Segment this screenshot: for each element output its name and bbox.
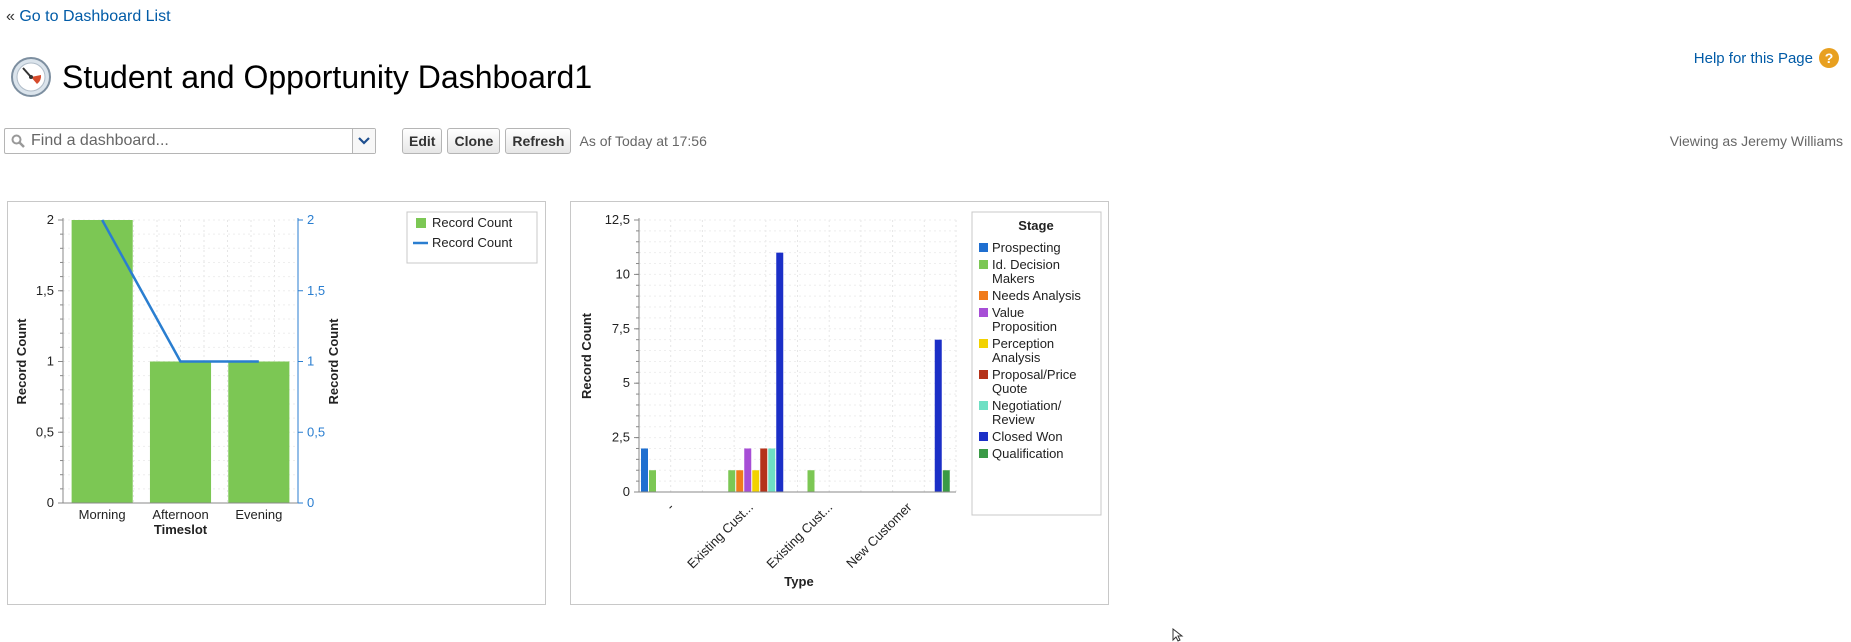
x-tick-label: Morning xyxy=(79,507,126,522)
bar-prospecting xyxy=(641,448,648,492)
legend-label: Value Proposition xyxy=(992,305,1057,334)
legend-swatch xyxy=(979,308,988,317)
bar-id-decision-makers xyxy=(649,470,656,492)
y-tick-label: 7,5 xyxy=(612,321,630,336)
page-title: Student and Opportunity Dashboard1 xyxy=(62,58,593,95)
search-dropdown-button[interactable] xyxy=(352,129,375,153)
legend-box xyxy=(971,211,1102,516)
bar-qualification xyxy=(942,470,950,492)
x-tick-label: Evening xyxy=(235,507,282,522)
legend-swatch xyxy=(979,291,988,300)
bar-needs-analysis xyxy=(736,470,744,492)
type-stage-chart: - Existing Cust... Existing Cust... New Cus… xyxy=(579,211,1102,589)
refresh-button[interactable]: Refresh xyxy=(505,128,572,154)
legend-swatch-bar xyxy=(416,218,426,228)
timeslot-chart-panel[interactable]: Morning Afternoon Evening 0 0 0,5 0,5 1 1 1,5 1,5 2… xyxy=(7,201,546,605)
legend-swatch xyxy=(979,432,988,441)
x-tick-label: Existing Cust... xyxy=(763,500,835,572)
legend-label: Id. Decision Makers xyxy=(992,257,1060,286)
y2-tick-label: 1 xyxy=(307,354,314,369)
legend-swatch xyxy=(979,260,988,269)
bar-id-decision-makers xyxy=(728,470,736,492)
bar-negotiation-review xyxy=(768,448,776,492)
search-input[interactable] xyxy=(31,132,352,150)
legend-swatch xyxy=(979,449,988,458)
as-of-timestamp: As of Today at 17:56 xyxy=(579,133,707,149)
bar-closed-won xyxy=(776,252,784,492)
y2-axis-title: Record Count xyxy=(326,318,341,405)
type-stage-chart-panel[interactable]: - Existing Cust... Existing Cust... New Cus… xyxy=(570,201,1109,605)
legend-label: Prospecting xyxy=(992,240,1061,255)
back-prefix: « xyxy=(6,8,15,25)
back-nav: « Go to Dashboard List xyxy=(6,8,171,26)
legend-label: Record Count xyxy=(432,215,513,230)
legend-label: Proposal/Price Quote xyxy=(992,367,1077,396)
edit-button[interactable]: Edit xyxy=(402,128,443,154)
legend-swatch xyxy=(979,339,988,348)
legend-swatch xyxy=(979,401,988,410)
bar-value-proposition xyxy=(744,448,752,492)
chevron-down-icon xyxy=(358,137,370,145)
legend-label: Qualification xyxy=(992,446,1064,461)
legend-title: Stage xyxy=(1018,218,1053,233)
mouse-cursor-icon xyxy=(1172,628,1184,642)
y2-tick-label: 0 xyxy=(307,495,314,510)
bar-afternoon xyxy=(149,361,212,503)
y-tick-label: 1,5 xyxy=(36,283,54,298)
chart-legend: Record Count Record Count xyxy=(406,211,538,264)
x-tick-label: - xyxy=(663,500,677,514)
y2-tick-label: 0,5 xyxy=(307,424,325,439)
go-to-dashboard-list-link[interactable]: Go to Dashboard List xyxy=(19,8,171,25)
y2-tick-label: 2 xyxy=(307,212,314,227)
legend-label: Needs Analysis xyxy=(992,288,1081,303)
legend-label: Record Count xyxy=(432,235,513,250)
bar-morning xyxy=(71,220,133,503)
chart-legend: Stage Prospecting Id. Decision Makers Needs … xyxy=(971,211,1102,516)
y-tick-label: 0,5 xyxy=(36,424,54,439)
dashboard-icon xyxy=(11,57,51,97)
y-tick-label: 0 xyxy=(623,484,630,499)
x-axis-title: Type xyxy=(784,574,813,589)
title-row: Student and Opportunity Dashboard1 xyxy=(10,56,592,98)
y2-tick-label: 1,5 xyxy=(307,283,325,298)
legend-label: Closed Won xyxy=(992,429,1063,444)
legend-swatch xyxy=(979,243,988,252)
help-icon[interactable]: ? xyxy=(1819,48,1839,68)
viewing-as-label: Viewing as Jeremy Williams xyxy=(1669,133,1843,149)
timeslot-chart: Morning Afternoon Evening 0 0 0,5 0,5 1 1 1,5 1,5 2… xyxy=(14,211,538,537)
y-axis-title: Record Count xyxy=(14,318,29,405)
legend-label: Negotiation/Review xyxy=(992,398,1062,427)
y-tick-label: 1 xyxy=(47,354,54,369)
legend-label: Perception Analysis xyxy=(992,336,1054,365)
record-count-line xyxy=(101,219,259,363)
x-tick-label: Existing Cust... xyxy=(684,500,756,572)
y-axis-title: Record Count xyxy=(579,312,594,399)
x-axis-title: Timeslot xyxy=(154,522,208,537)
toolbar: Edit Clone Refresh As of Today at 17:56 xyxy=(4,128,707,154)
y-tick-label: 2,5 xyxy=(612,430,630,445)
legend-box xyxy=(406,211,538,264)
dashboard-search xyxy=(4,128,376,154)
search-icon xyxy=(5,134,31,148)
bar-closed-won xyxy=(934,339,942,492)
help-section: Help for this Page ? xyxy=(1694,48,1839,68)
bar-id-decision-makers xyxy=(807,470,815,492)
bar-proposal-price-quote xyxy=(760,448,768,492)
y-tick-label: 5 xyxy=(623,375,630,390)
y-tick-label: 10 xyxy=(616,266,630,281)
x-tick-label: Afternoon xyxy=(152,507,208,522)
y-tick-label: 12,5 xyxy=(605,212,630,227)
help-link[interactable]: Help for this Page xyxy=(1693,49,1813,67)
y-tick-label: 0 xyxy=(47,495,54,510)
bar-evening xyxy=(228,361,290,503)
bar-perception-analysis xyxy=(752,470,760,492)
x-tick-label: New Customer xyxy=(843,499,915,571)
legend-swatch xyxy=(979,370,988,379)
clone-button[interactable]: Clone xyxy=(447,128,501,154)
y-tick-label: 2 xyxy=(47,212,54,227)
